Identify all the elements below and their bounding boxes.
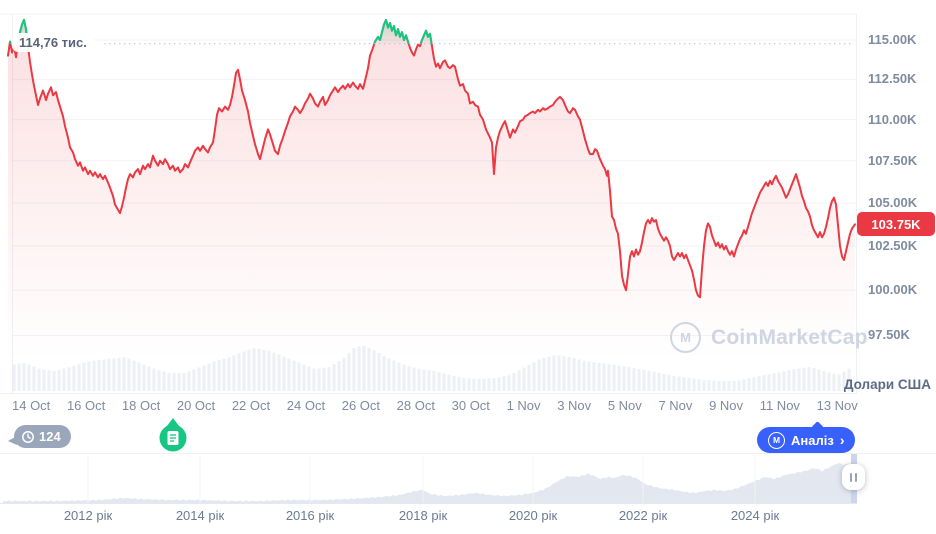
x-axis-tick: 30 Oct xyxy=(451,398,490,413)
analysis-button-label: Аналіз xyxy=(791,432,834,448)
minimap-chart[interactable] xyxy=(0,452,936,508)
watermark: M CoinMarketCap xyxy=(670,322,868,353)
x-axis-tick: 22 Oct xyxy=(231,398,271,413)
y-axis-tick: 97.50K xyxy=(868,327,910,343)
minimap-year-label: 2012 рік xyxy=(63,508,113,523)
current-price-badge: 103.75K xyxy=(857,212,935,237)
x-axis-tick: 13 Nov xyxy=(816,398,858,413)
x-axis-tick: 28 Oct xyxy=(396,398,435,413)
x-axis-tick: 26 Oct xyxy=(341,398,381,413)
coinmarketcap-logo-icon-small: M xyxy=(768,431,785,449)
currency-label: Долари США xyxy=(843,377,931,392)
minimap-year-label: 2018 рік xyxy=(398,508,448,523)
minimap-year-label: 2024 рік xyxy=(730,508,780,523)
x-axis-tick: 5 Nov xyxy=(607,398,642,413)
analysis-button[interactable]: M Аналіз › xyxy=(757,427,856,453)
x-axis-tick: 24 Oct xyxy=(286,398,326,413)
document-icon xyxy=(167,431,179,445)
x-axis: 14 Oct 16 Oct 18 Oct 20 Oct 22 Oct 24 Oct 26 O… xyxy=(12,398,858,413)
history-count: 124 xyxy=(39,429,61,444)
y-axis-tick: 110.00K xyxy=(868,111,917,127)
y-axis-tick: 107.50K xyxy=(868,152,918,168)
history-count-badge[interactable]: 124 xyxy=(8,425,71,448)
x-axis-tick: 9 Nov xyxy=(709,398,744,413)
price-chart[interactable] xyxy=(0,0,936,396)
minimap-brush-handle[interactable] xyxy=(842,464,865,490)
reference-price-label: 114,76 тис. xyxy=(12,33,94,52)
coinmarketcap-logo-icon: M xyxy=(670,322,701,353)
y-axis-tick: 102.50K xyxy=(868,237,918,253)
x-axis-tick: 3 Nov xyxy=(557,398,592,413)
x-axis-tick: 14 Oct xyxy=(12,398,51,413)
x-axis-tick: 20 Oct xyxy=(176,398,216,413)
watermark-text: CoinMarketCap xyxy=(711,325,868,349)
y-axis-tick: 100.00K xyxy=(868,282,918,298)
minimap-year-label: 2014 рік xyxy=(175,508,225,523)
x-axis-tick: 16 Oct xyxy=(66,398,106,413)
chevron-right-icon: › xyxy=(839,431,845,448)
x-axis-tick: 11 Nov xyxy=(759,398,800,413)
y-axis-tick: 112.50K xyxy=(868,71,917,87)
x-axis-tick: 7 Nov xyxy=(658,398,693,413)
clock-icon xyxy=(22,430,34,443)
minimap-year-label: 2020 рік xyxy=(508,508,558,523)
minimap-year-label: 2022 рік xyxy=(618,508,668,523)
x-axis-tick: 1 Nov xyxy=(506,398,541,413)
y-axis-tick: 105.00K xyxy=(868,194,918,210)
minimap-year-label: 2016 рік xyxy=(285,508,335,523)
x-axis-tick: 18 Oct xyxy=(121,398,161,413)
y-axis-tick: 115.00K xyxy=(868,32,917,47)
news-event-marker[interactable] xyxy=(155,415,191,455)
